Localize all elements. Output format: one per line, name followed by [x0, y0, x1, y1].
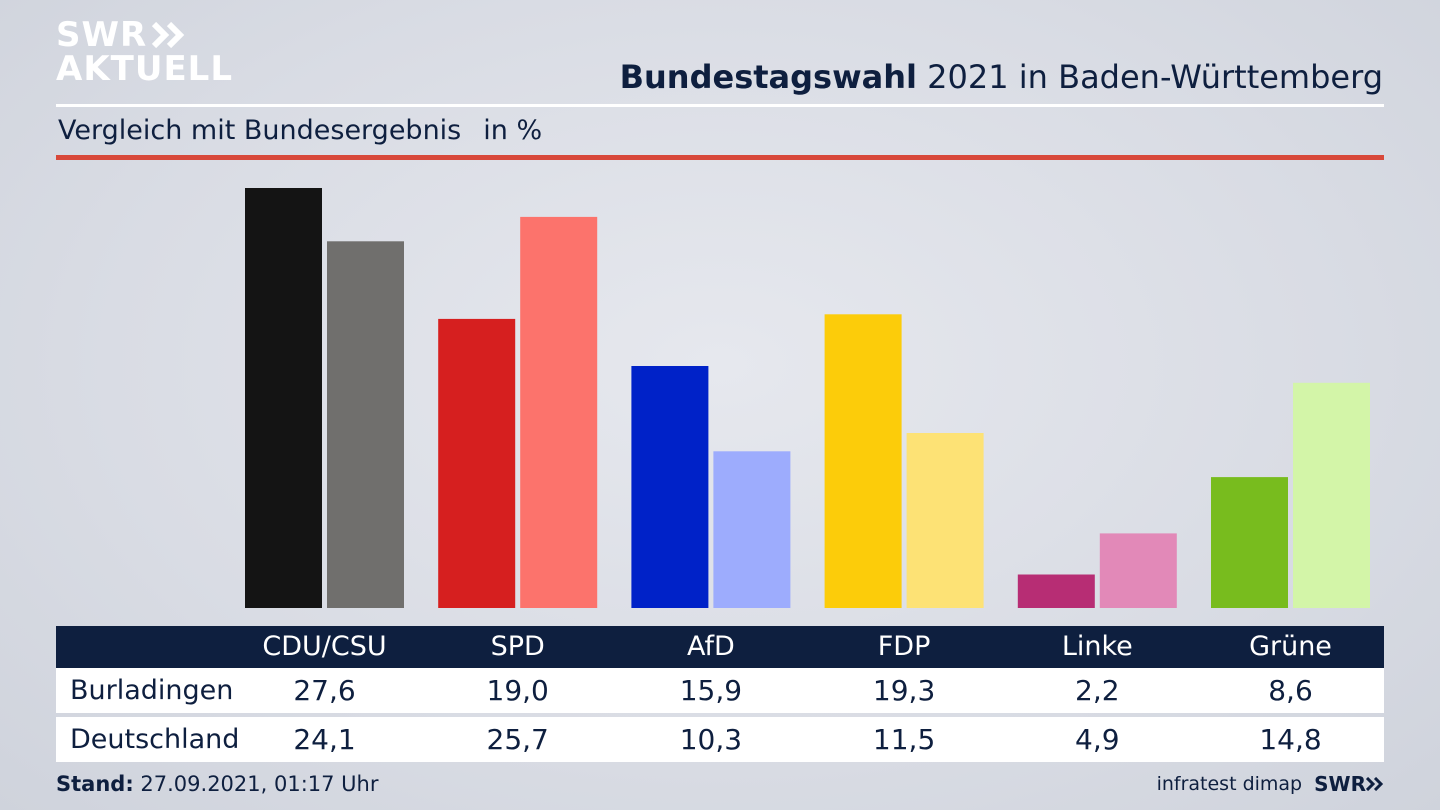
chart-subtitle: Vergleich mit Bundesergebnis in %	[58, 115, 542, 146]
bar-linke-deutschland	[1099, 533, 1177, 608]
swr-small-logo: SWR	[1314, 772, 1384, 796]
header-afd: AfD	[686, 631, 735, 662]
value-cdu-csu: 27,6	[293, 674, 356, 707]
stand-value: 27.09.2021, 01:17 Uhr	[133, 772, 379, 796]
header-fdp: FDP	[877, 631, 931, 662]
subtitle-text: Vergleich mit Bundesergebnis	[58, 115, 462, 146]
double-chevron-icon	[152, 22, 185, 48]
value-afd: 10,3	[679, 723, 743, 756]
header-linke: Linke	[1061, 631, 1133, 662]
value-gr-ne: 8,6	[1268, 674, 1313, 707]
bar-spd-burladingen	[438, 318, 516, 608]
value-linke: 2,2	[1075, 674, 1120, 707]
stand-label: Stand:	[56, 772, 134, 796]
bar-linke-burladingen	[1017, 574, 1095, 608]
bar-gr-ne-deutschland	[1293, 382, 1370, 608]
value-spd: 19,0	[486, 674, 549, 707]
value-gr-ne: 14,8	[1259, 723, 1322, 756]
value-linke: 4,9	[1075, 723, 1120, 756]
row-label: Deutschland	[70, 724, 240, 755]
table-header: CDU/CSU SPD AfD FDP Linke Grüne	[56, 626, 1384, 668]
logo-line-2: AKTUELL	[56, 49, 234, 89]
bar-afd-deutschland	[713, 451, 791, 608]
results-table: CDU/CSU SPD AfD FDP Linke Grüne Burladingen 27…	[56, 626, 1384, 762]
chart-title-bold: Bundestagswahl	[619, 58, 917, 96]
bar-fdp-deutschland	[906, 433, 984, 608]
value-fdp: 11,5	[872, 723, 936, 756]
header-divider	[56, 104, 1384, 107]
table-row: Burladingen 27,6 19,0 15,9 19,3 2,2 8,6	[56, 668, 1384, 713]
double-chevron-icon	[1366, 777, 1384, 791]
timestamp: Stand: 27.09.2021, 01:17 Uhr	[56, 772, 379, 796]
source-name: infratest dimap	[1156, 773, 1303, 795]
header-cdu-csu: CDU/CSU	[262, 631, 387, 662]
value-fdp: 19,3	[872, 674, 936, 707]
value-spd: 25,7	[486, 723, 549, 756]
header-spd: SPD	[490, 631, 545, 662]
bar-cdu-csu-burladingen	[245, 188, 322, 608]
unit-label: in %	[483, 115, 543, 146]
table-row: Deutschland 24,1 25,7 10,3 11,5 4,9 14,8	[56, 717, 1384, 762]
bar-fdp-burladingen	[824, 314, 902, 608]
value-afd: 15,9	[679, 674, 743, 707]
source-credit: infratest dimap SWR	[1157, 772, 1384, 796]
bar-gr-ne-burladingen	[1211, 477, 1288, 608]
bar-chart	[245, 188, 1370, 609]
swr-aktuell-logo: SWR AKTUELL	[56, 18, 233, 86]
header-gr-ne: Grüne	[1249, 631, 1332, 662]
row-label: Burladingen	[70, 675, 234, 706]
swr-small-text: SWR	[1314, 772, 1366, 796]
bar-cdu-csu-deutschland	[327, 241, 404, 609]
accent-divider	[56, 155, 1384, 160]
logo-line-1: SWR	[56, 15, 148, 55]
table-body: Burladingen 27,6 19,0 15,9 19,3 2,2 8,6 Deutsch…	[56, 668, 1384, 762]
chart-title-rest: 2021 in Baden-Württemberg	[916, 58, 1383, 96]
chart-title: Bundestagswahl 2021 in Baden-Württemberg	[620, 58, 1383, 96]
bar-afd-burladingen	[631, 366, 709, 608]
value-cdu-csu: 24,1	[293, 723, 356, 756]
bar-spd-deutschland	[520, 216, 598, 608]
